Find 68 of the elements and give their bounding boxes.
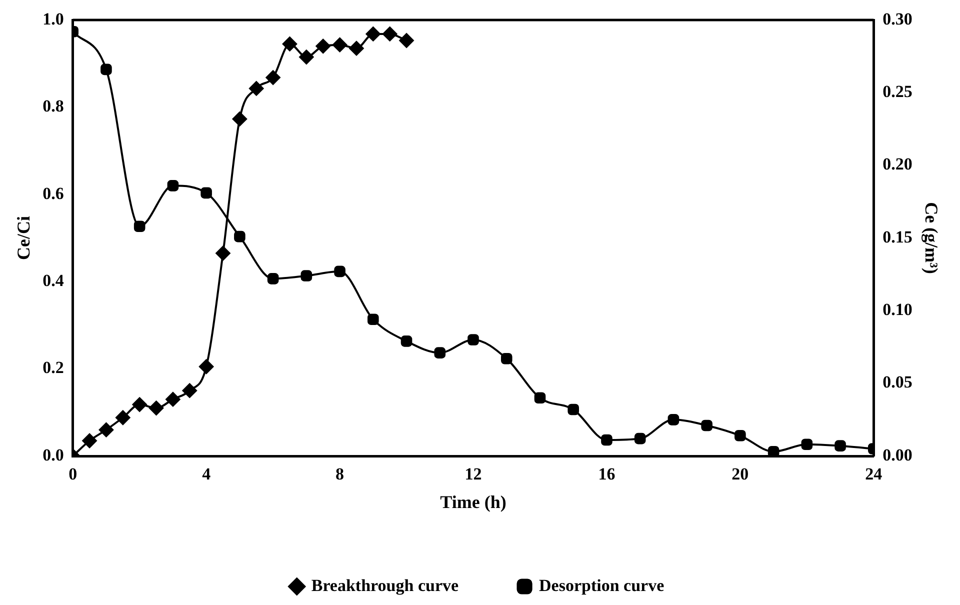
point <box>534 392 546 404</box>
point <box>400 336 412 347</box>
y2-tick-label: 0.10 <box>882 300 912 320</box>
y2-tick-label: 0.15 <box>882 227 912 246</box>
point <box>200 187 212 199</box>
point <box>182 383 198 398</box>
y2-tick-label: 0.00 <box>882 445 912 464</box>
point <box>434 347 446 358</box>
y-tick-label: 0.2 <box>42 358 64 378</box>
x-tick-label: 20 <box>732 464 749 484</box>
point <box>132 397 148 412</box>
y2-tick-label: 0.05 <box>882 372 912 392</box>
point <box>834 440 846 452</box>
y-tick-label: 0.0 <box>42 445 64 464</box>
point <box>316 38 331 54</box>
x-tick-label: 12 <box>464 464 482 484</box>
y-tick-label: 0.4 <box>42 270 64 290</box>
point <box>167 180 179 192</box>
x-tick-label: 4 <box>202 464 212 484</box>
point <box>399 32 414 48</box>
point <box>382 26 398 42</box>
y-tick-label: 0.6 <box>42 184 64 203</box>
point <box>148 400 164 416</box>
point <box>332 37 348 52</box>
point <box>100 64 112 76</box>
point <box>734 430 746 442</box>
x-tick-label: 0 <box>68 464 78 484</box>
y-axis-title: Ce/Ci <box>13 216 34 260</box>
point <box>165 392 180 407</box>
point <box>601 434 612 446</box>
point <box>282 36 298 52</box>
y2-tick-label: 0.20 <box>882 154 912 174</box>
point <box>500 352 512 364</box>
point <box>267 273 279 284</box>
point <box>134 220 146 232</box>
point <box>801 438 813 450</box>
point <box>368 314 379 326</box>
point <box>348 40 364 56</box>
point <box>234 230 246 242</box>
x-tick-label: 24 <box>865 464 883 484</box>
point <box>568 404 579 416</box>
point <box>266 70 281 86</box>
legend-label: Breakthrough curve <box>311 576 459 595</box>
point <box>468 334 479 346</box>
point <box>366 26 381 42</box>
point <box>634 432 646 444</box>
point <box>115 410 130 426</box>
point <box>248 80 264 96</box>
point <box>300 270 312 282</box>
point <box>334 266 346 278</box>
y-tick-label: 1.0 <box>42 9 64 28</box>
y-tick-label: 0.8 <box>42 96 64 116</box>
x-axis-title: Time (h) <box>440 492 506 512</box>
point <box>82 433 98 448</box>
y2-axis-title: Ce (g/m³) <box>922 202 942 274</box>
point <box>98 422 114 438</box>
y2-tick-label: 0.30 <box>882 9 912 28</box>
point <box>198 359 214 374</box>
point <box>668 414 680 426</box>
y2-tick-label: 0.25 <box>882 82 912 102</box>
point <box>298 50 314 65</box>
x-tick-label: 16 <box>598 464 616 484</box>
x-tick-label: 8 <box>336 464 344 484</box>
legend-label: Desorption curve <box>539 576 665 595</box>
point <box>216 246 230 261</box>
point <box>232 111 248 126</box>
point <box>768 446 780 456</box>
point <box>701 420 712 432</box>
